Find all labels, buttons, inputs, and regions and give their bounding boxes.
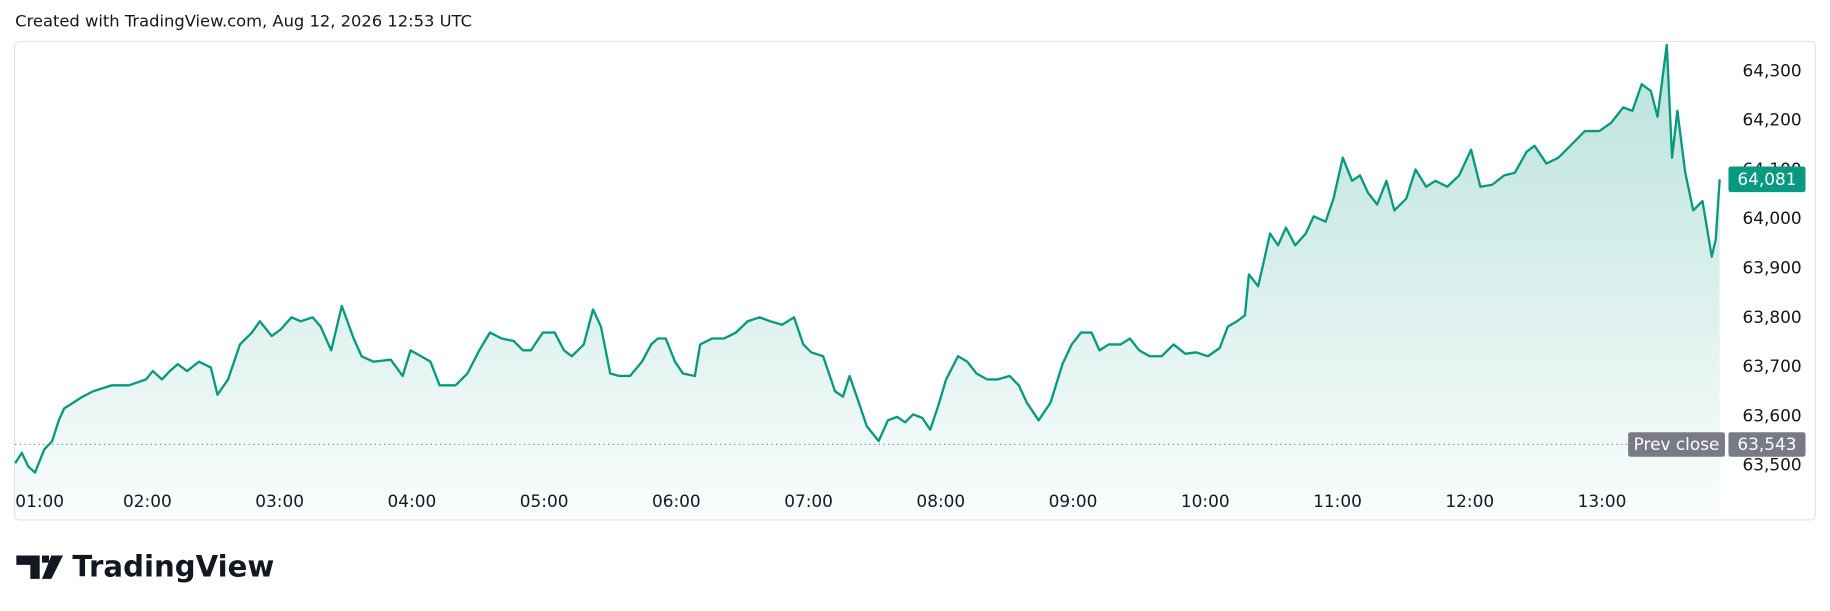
y-tick-label: 63,800 [1742, 307, 1801, 327]
y-tick-label: 63,700 [1742, 356, 1801, 376]
price-area [15, 44, 1720, 520]
y-tick-label: 64,000 [1742, 208, 1801, 228]
y-tick-label: 64,300 [1742, 60, 1801, 80]
price-line [14, 43, 1721, 474]
prev-close-name: Prev close [1634, 434, 1720, 454]
logo-text: TradingView [72, 549, 274, 583]
prev-close-name-tag [1628, 432, 1725, 457]
last-price-label: 64,081 [1737, 169, 1796, 189]
prev-close-price: 63,543 [1737, 434, 1796, 454]
prev-close-price-tag [1728, 432, 1806, 457]
header-title: Created with TradingView.com, Aug 12, 20… [15, 12, 472, 31]
last-price-tag [1728, 166, 1806, 193]
logo: TradingView [16, 549, 274, 583]
logo-icon [16, 555, 64, 579]
plot: 63,50063,60063,70063,80063,90064,00064,1… [14, 43, 1806, 520]
y-tick-label: 64,200 [1742, 110, 1801, 130]
chart-frame [14, 40, 1816, 521]
y-tick-label: 63,600 [1742, 405, 1801, 425]
y-tick-label: 63,900 [1742, 258, 1801, 278]
y-tick-label: 63,500 [1742, 455, 1801, 475]
